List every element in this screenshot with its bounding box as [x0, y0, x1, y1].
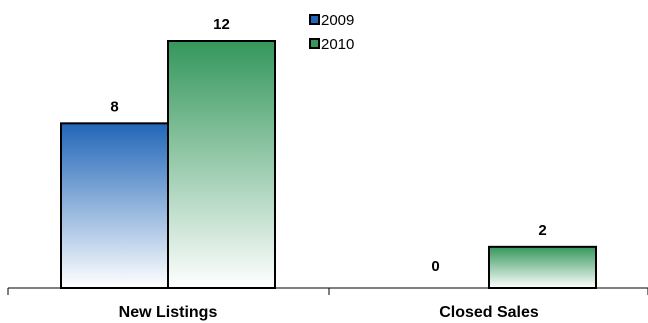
legend: 2009 2010: [309, 12, 354, 53]
data-label: 2: [538, 222, 546, 239]
legend-swatch: [309, 14, 320, 25]
bar-2010-new-listings: [167, 40, 276, 289]
data-label: 8: [110, 98, 118, 115]
bar-2009-new-listings: [60, 122, 169, 290]
category-label: Closed Sales: [439, 304, 539, 321]
data-label: 12: [213, 16, 230, 33]
category-label: New Listings: [119, 304, 218, 321]
data-label: 0: [431, 258, 439, 275]
category-labels-group: New Listings Closed Sales: [119, 304, 539, 321]
legend-label: 2010: [321, 36, 354, 53]
legend-label: 2009: [321, 12, 354, 29]
bar-2010-closed-sales: [488, 245, 597, 289]
bars-group: [60, 40, 597, 290]
data-labels-group: 8 12 0 2: [110, 16, 546, 275]
legend-swatch: [309, 38, 320, 49]
